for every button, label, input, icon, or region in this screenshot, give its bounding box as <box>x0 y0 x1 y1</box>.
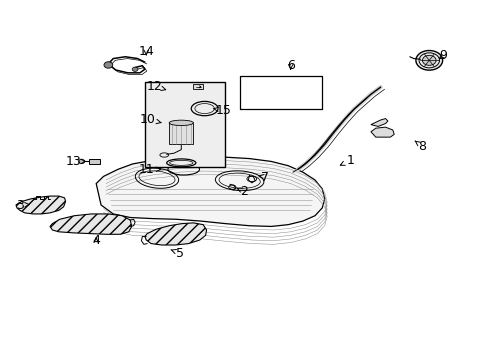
Ellipse shape <box>169 120 193 126</box>
Text: 14: 14 <box>138 45 154 58</box>
Polygon shape <box>370 127 393 137</box>
Text: 1: 1 <box>340 154 354 167</box>
Ellipse shape <box>104 62 113 68</box>
Text: 10: 10 <box>139 113 161 126</box>
Text: 5: 5 <box>170 247 184 260</box>
Polygon shape <box>370 118 387 126</box>
Polygon shape <box>193 84 203 89</box>
Bar <box>89 158 100 164</box>
Text: 8: 8 <box>414 140 425 153</box>
Text: 4: 4 <box>92 234 100 247</box>
Polygon shape <box>96 157 324 226</box>
Ellipse shape <box>79 159 84 163</box>
Polygon shape <box>16 196 65 214</box>
Text: 9: 9 <box>438 49 446 62</box>
Text: 11: 11 <box>138 163 161 176</box>
Text: 13: 13 <box>65 155 85 168</box>
Text: 7: 7 <box>258 171 269 184</box>
Text: 3: 3 <box>16 198 29 212</box>
Text: 2: 2 <box>237 185 248 198</box>
Ellipse shape <box>422 55 435 65</box>
Polygon shape <box>50 214 131 234</box>
Polygon shape <box>144 223 206 245</box>
Text: 12: 12 <box>146 80 165 93</box>
Text: 6: 6 <box>286 59 294 72</box>
Ellipse shape <box>415 50 442 70</box>
Text: 15: 15 <box>213 104 231 117</box>
Polygon shape <box>169 123 193 144</box>
Bar <box>144 82 224 167</box>
Ellipse shape <box>132 67 138 71</box>
